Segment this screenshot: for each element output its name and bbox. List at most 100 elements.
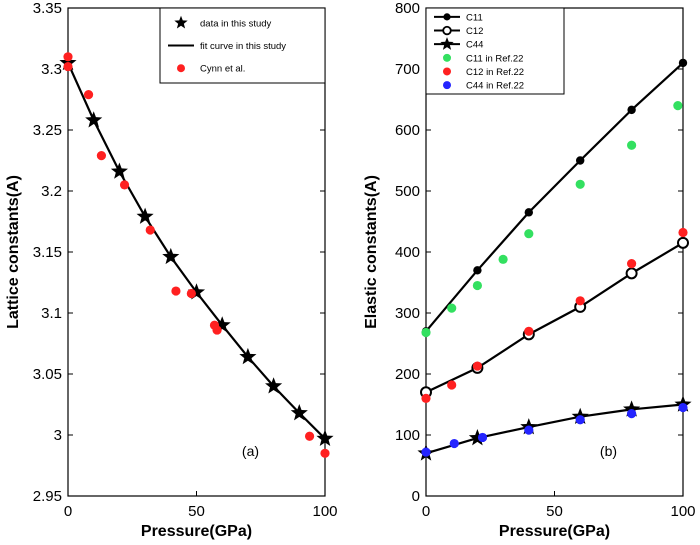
data-point-circle [575,296,585,306]
y-tick-label: 700 [395,61,420,78]
y-tick-label: 500 [395,183,420,200]
y-tick-label: 3.1 [41,305,62,322]
x-tick-label: 0 [64,503,72,520]
data-point-circle [524,326,534,336]
data-point-circle [498,254,508,264]
data-point-star [468,429,486,446]
series-fit-curve-in-this-study [66,62,326,440]
legend-marker-star [174,15,188,29]
y-tick-label: 3.2 [41,183,62,200]
y-tick-label: 800 [395,0,420,17]
data-point-circle [171,286,181,296]
legend-label: C44 [466,40,483,51]
legend-marker-circle [443,13,451,21]
series-c11-in-ref-22 [421,101,683,338]
legend-marker-circle [177,64,185,73]
series-cynn-et-al- [63,52,330,458]
series-line [425,403,684,455]
y-tick-label: 0 [412,488,420,505]
data-point-circle [447,303,457,313]
y-tick-label: 3.25 [33,122,62,139]
legend: C11 C12 C44 C11 in Ref.22 C12 in Ref.22 C44 i… [425,7,565,95]
plot-frame [67,7,326,497]
y-tick-label: 100 [395,427,420,444]
data-point-circle [627,105,636,115]
data-point-circle [627,140,637,150]
data-point-circle [575,415,585,425]
y-tick-label: 2.95 [33,488,62,505]
data-point-circle [524,229,534,239]
legend-marker-circle [443,53,451,62]
series-line [425,62,684,333]
y-tick-label: 3.05 [33,366,62,383]
series-line [425,241,684,394]
data-point-circle [524,425,534,435]
y-tick-label: 3.3 [41,61,62,78]
x-tick-label: 50 [188,503,205,520]
x-tick-label: 100 [670,503,695,520]
x-tick-label: 50 [546,503,563,520]
y-tick-label: 3.35 [33,0,62,17]
data-point-open-circle [677,236,689,249]
x-tick-label: 0 [422,503,430,520]
legend-box [425,7,565,95]
series-c12-in-ref-22 [421,227,688,403]
panel-label: (a) [242,443,259,459]
legend-label: Cynn et al. [200,64,245,75]
data-point-circle [119,180,130,190]
legend-marker-star [440,37,454,50]
data-point-circle [449,438,459,449]
data-point-circle [447,380,457,390]
legend-item: C12 in Ref.22 [443,67,524,78]
series-c44-in-ref-22 [421,402,688,457]
panel-label: (b) [600,443,617,459]
data-point-circle [473,266,482,275]
data-point-circle [421,447,431,457]
data-point-circle [678,58,688,68]
legend-label: C12 [466,26,483,37]
data-point-circle [678,227,688,238]
data-point-circle [63,52,73,62]
legend-item: C12 [434,25,483,37]
legend-label: C44 in Ref.22 [466,81,524,92]
data-point-circle [83,90,94,100]
data-point-circle [421,393,431,403]
data-point-star [623,400,641,417]
y-axis-label: Elastic constants(A) [363,175,380,329]
y-tick-label: 400 [395,244,420,261]
data-point-circle [472,280,482,291]
legend-item: Cynn et al. [177,64,245,75]
data-point-circle [212,325,222,335]
y-tick-label: 3 [54,427,62,444]
data-point-circle [145,225,155,235]
data-point-circle [472,361,482,371]
data-point-circle [576,156,585,165]
chart-panel-b: 0 50 100 0 100 200 300 400 500 600 700 800 Pressure(… [363,0,696,540]
data-point-circle [186,288,196,299]
legend-label: C11 [466,12,483,23]
legend-label: data in this study [200,18,272,29]
y-tick-label: 600 [395,122,420,139]
y-axis-label: Lattice constants(A) [5,175,22,329]
y-tick-label: 300 [395,305,420,322]
legend-label: C12 in Ref.22 [466,67,524,78]
x-tick-label: 100 [312,503,337,520]
x-axis-label: Pressure(GPa) [141,523,252,540]
y-tick-label: 200 [395,366,420,383]
data-point-circle [673,101,683,111]
legend-item: C44 [434,37,483,51]
legend: data in this study fit curve in this stud… [159,7,326,84]
legend-marker-open-circle [442,25,452,36]
legend-item: data in this study [174,15,272,29]
chart-panel-a: 0 50 100 2.95 3 3.05 3.1 3.15 3.2 3.25 3.3 3.35 Pres… [5,0,338,540]
data-point-circle [575,179,585,189]
series-line [66,62,326,440]
data-point-circle [627,409,637,419]
data-point-circle [524,208,533,217]
legend-marker-circle [443,81,451,90]
x-axis-label: Pressure(GPa) [499,523,610,540]
y-tick-label: 3.15 [33,244,62,261]
data-point-circle [477,432,488,443]
